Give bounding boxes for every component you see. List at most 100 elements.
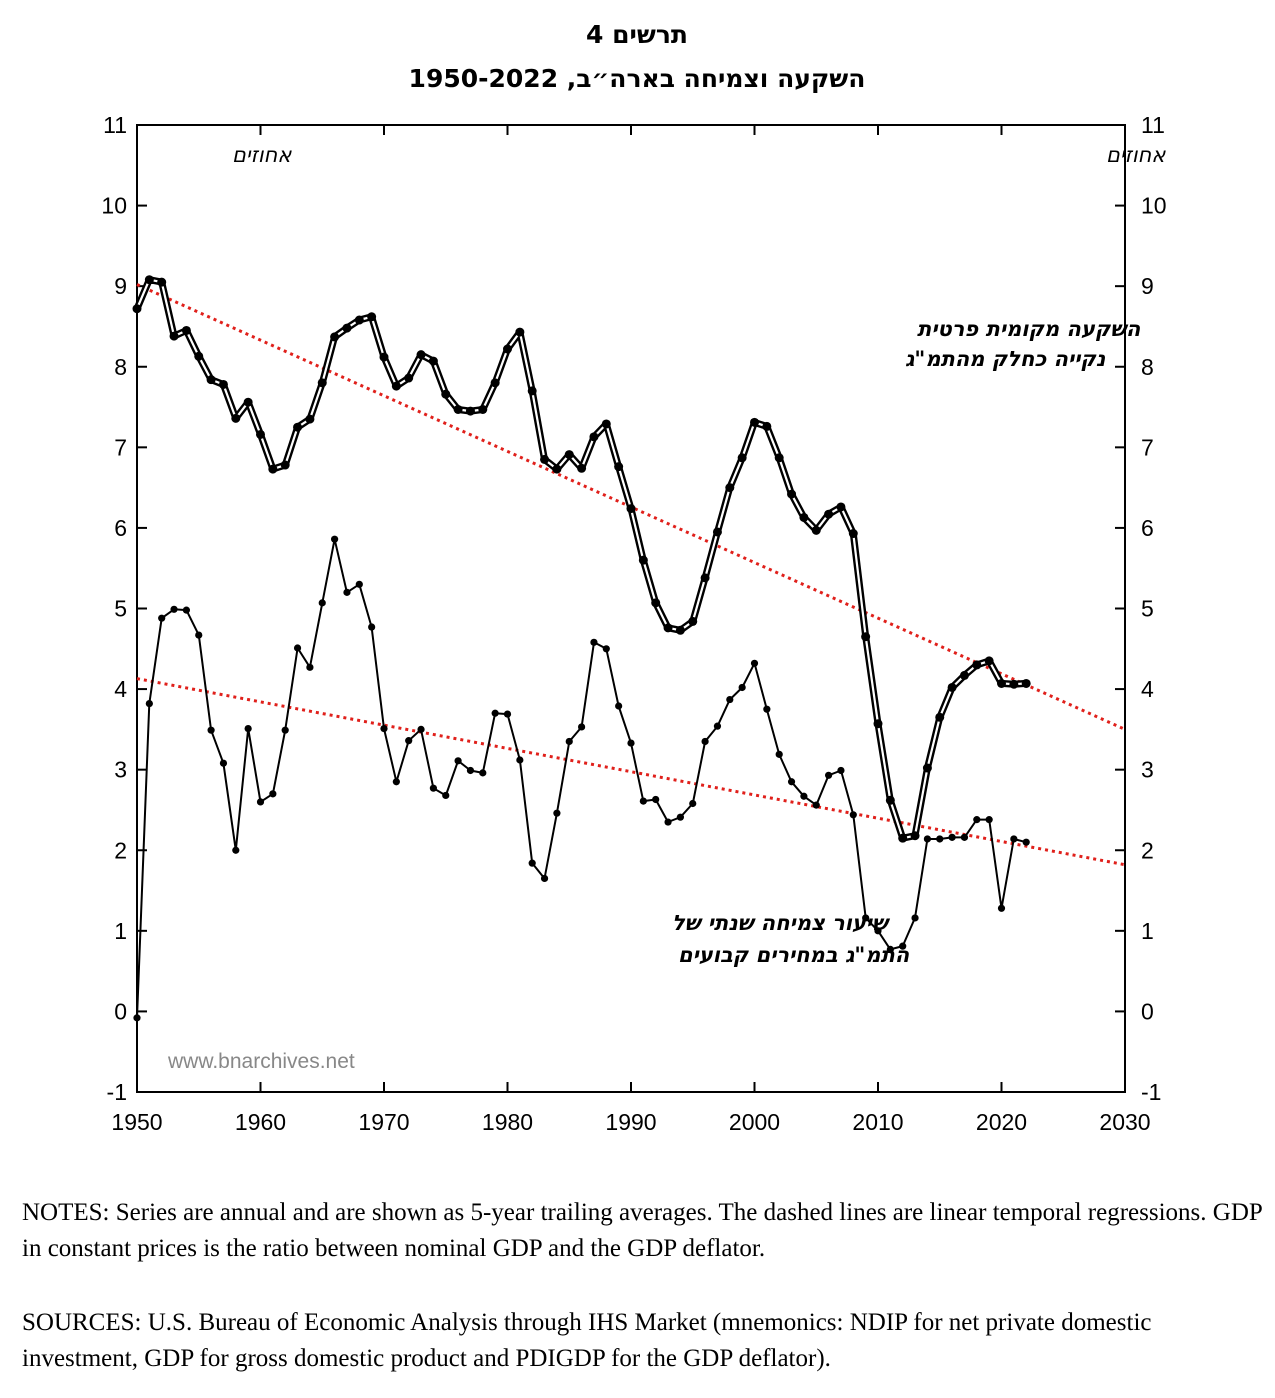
data-point — [590, 638, 598, 646]
data-point — [885, 795, 895, 805]
y-tick-label-right: 8 — [1141, 354, 1154, 380]
y-tick-label-left: 2 — [114, 837, 127, 863]
data-point — [515, 327, 525, 337]
data-point — [404, 373, 414, 383]
data-point — [614, 462, 624, 472]
data-point — [688, 616, 698, 626]
data-point — [960, 833, 969, 841]
data-point — [615, 702, 623, 710]
data-point — [343, 588, 351, 596]
x-tick-label: 2000 — [729, 1109, 780, 1135]
x-tick-label: 1950 — [111, 1109, 162, 1135]
series-line-outer — [133, 276, 1027, 842]
data-point — [601, 419, 611, 429]
data-point — [886, 945, 894, 953]
data-point — [540, 874, 549, 883]
data-point — [626, 504, 636, 514]
data-point — [392, 778, 400, 786]
data-point — [330, 332, 340, 342]
data-point — [144, 275, 154, 285]
data-point — [170, 605, 178, 613]
x-tick-label: 1970 — [358, 1109, 409, 1135]
data-point — [824, 509, 834, 519]
data-point — [800, 792, 808, 800]
data-point — [565, 737, 573, 746]
y-tick-label-left: 7 — [114, 434, 127, 460]
data-point — [947, 682, 957, 692]
unit-label-left: אחוזים — [232, 143, 292, 167]
y-tick-label-left: 5 — [114, 596, 127, 622]
data-point — [836, 502, 846, 512]
data-point — [848, 529, 858, 539]
data-point — [997, 904, 1006, 912]
data-point — [195, 631, 203, 639]
data-point — [219, 759, 228, 767]
y-tick-label-left: 4 — [114, 676, 127, 702]
data-point — [922, 763, 932, 773]
y-tick-label-right: 7 — [1141, 434, 1154, 460]
notes-text: NOTES: Series are annual and are shown a… — [22, 1199, 1262, 1262]
y-tick-label-right: 3 — [1141, 757, 1154, 783]
chart-title: תרשים 4 — [586, 20, 688, 49]
data-point — [479, 769, 487, 777]
data-point — [355, 580, 363, 588]
data-point — [577, 463, 587, 473]
y-tick-label-right: 2 — [1141, 837, 1154, 863]
data-point — [811, 525, 821, 535]
y-tick-label-right: 0 — [1141, 998, 1154, 1024]
data-point — [676, 813, 685, 821]
x-tick-label: 2030 — [1099, 1109, 1150, 1135]
data-point — [589, 432, 599, 442]
data-point — [503, 344, 512, 354]
data-point — [1010, 835, 1018, 843]
data-point — [627, 739, 635, 747]
data-point — [232, 846, 240, 854]
data-point — [775, 750, 783, 758]
data-point — [281, 726, 289, 734]
data-point — [984, 656, 994, 666]
data-point — [750, 417, 759, 427]
y-tick-label-right: 6 — [1141, 515, 1154, 541]
data-point — [342, 323, 352, 333]
data-point — [243, 397, 253, 407]
data-point — [899, 942, 907, 950]
x-tick-label: 1980 — [482, 1109, 533, 1135]
data-point — [602, 645, 610, 653]
data-point — [700, 573, 710, 583]
data-point — [713, 722, 722, 730]
y-tick-label-right: -1 — [1141, 1079, 1161, 1105]
sources-text: SOURCES: U.S. Bureau of Economic Analysi… — [22, 1309, 1152, 1372]
y-tick-label-right: 4 — [1141, 676, 1154, 702]
data-point — [157, 277, 167, 287]
data-point — [218, 379, 228, 389]
data-point — [898, 833, 908, 843]
data-point — [639, 797, 647, 805]
data-point — [416, 350, 426, 360]
data-point — [379, 352, 389, 362]
data-point — [762, 421, 772, 431]
data-point — [985, 816, 993, 824]
data-point — [725, 483, 735, 493]
y-tick-label-left: 3 — [114, 757, 127, 783]
data-point — [405, 737, 413, 745]
data-point — [391, 381, 401, 391]
data-point — [441, 389, 451, 399]
data-point — [910, 831, 920, 841]
y-tick-label-right: 10 — [1141, 193, 1167, 219]
data-point — [712, 527, 722, 537]
data-point — [478, 404, 488, 414]
data-point — [663, 623, 673, 633]
data-point — [269, 790, 277, 798]
data-point — [738, 683, 746, 692]
data-point — [812, 801, 820, 809]
data-point — [429, 784, 437, 792]
data-point — [465, 406, 475, 416]
data-point — [132, 304, 142, 314]
data-point — [306, 663, 314, 671]
data-point — [552, 464, 562, 474]
data-point — [268, 464, 278, 474]
data-point — [491, 709, 499, 717]
trendline — [136, 677, 1126, 867]
data-point — [540, 454, 550, 464]
